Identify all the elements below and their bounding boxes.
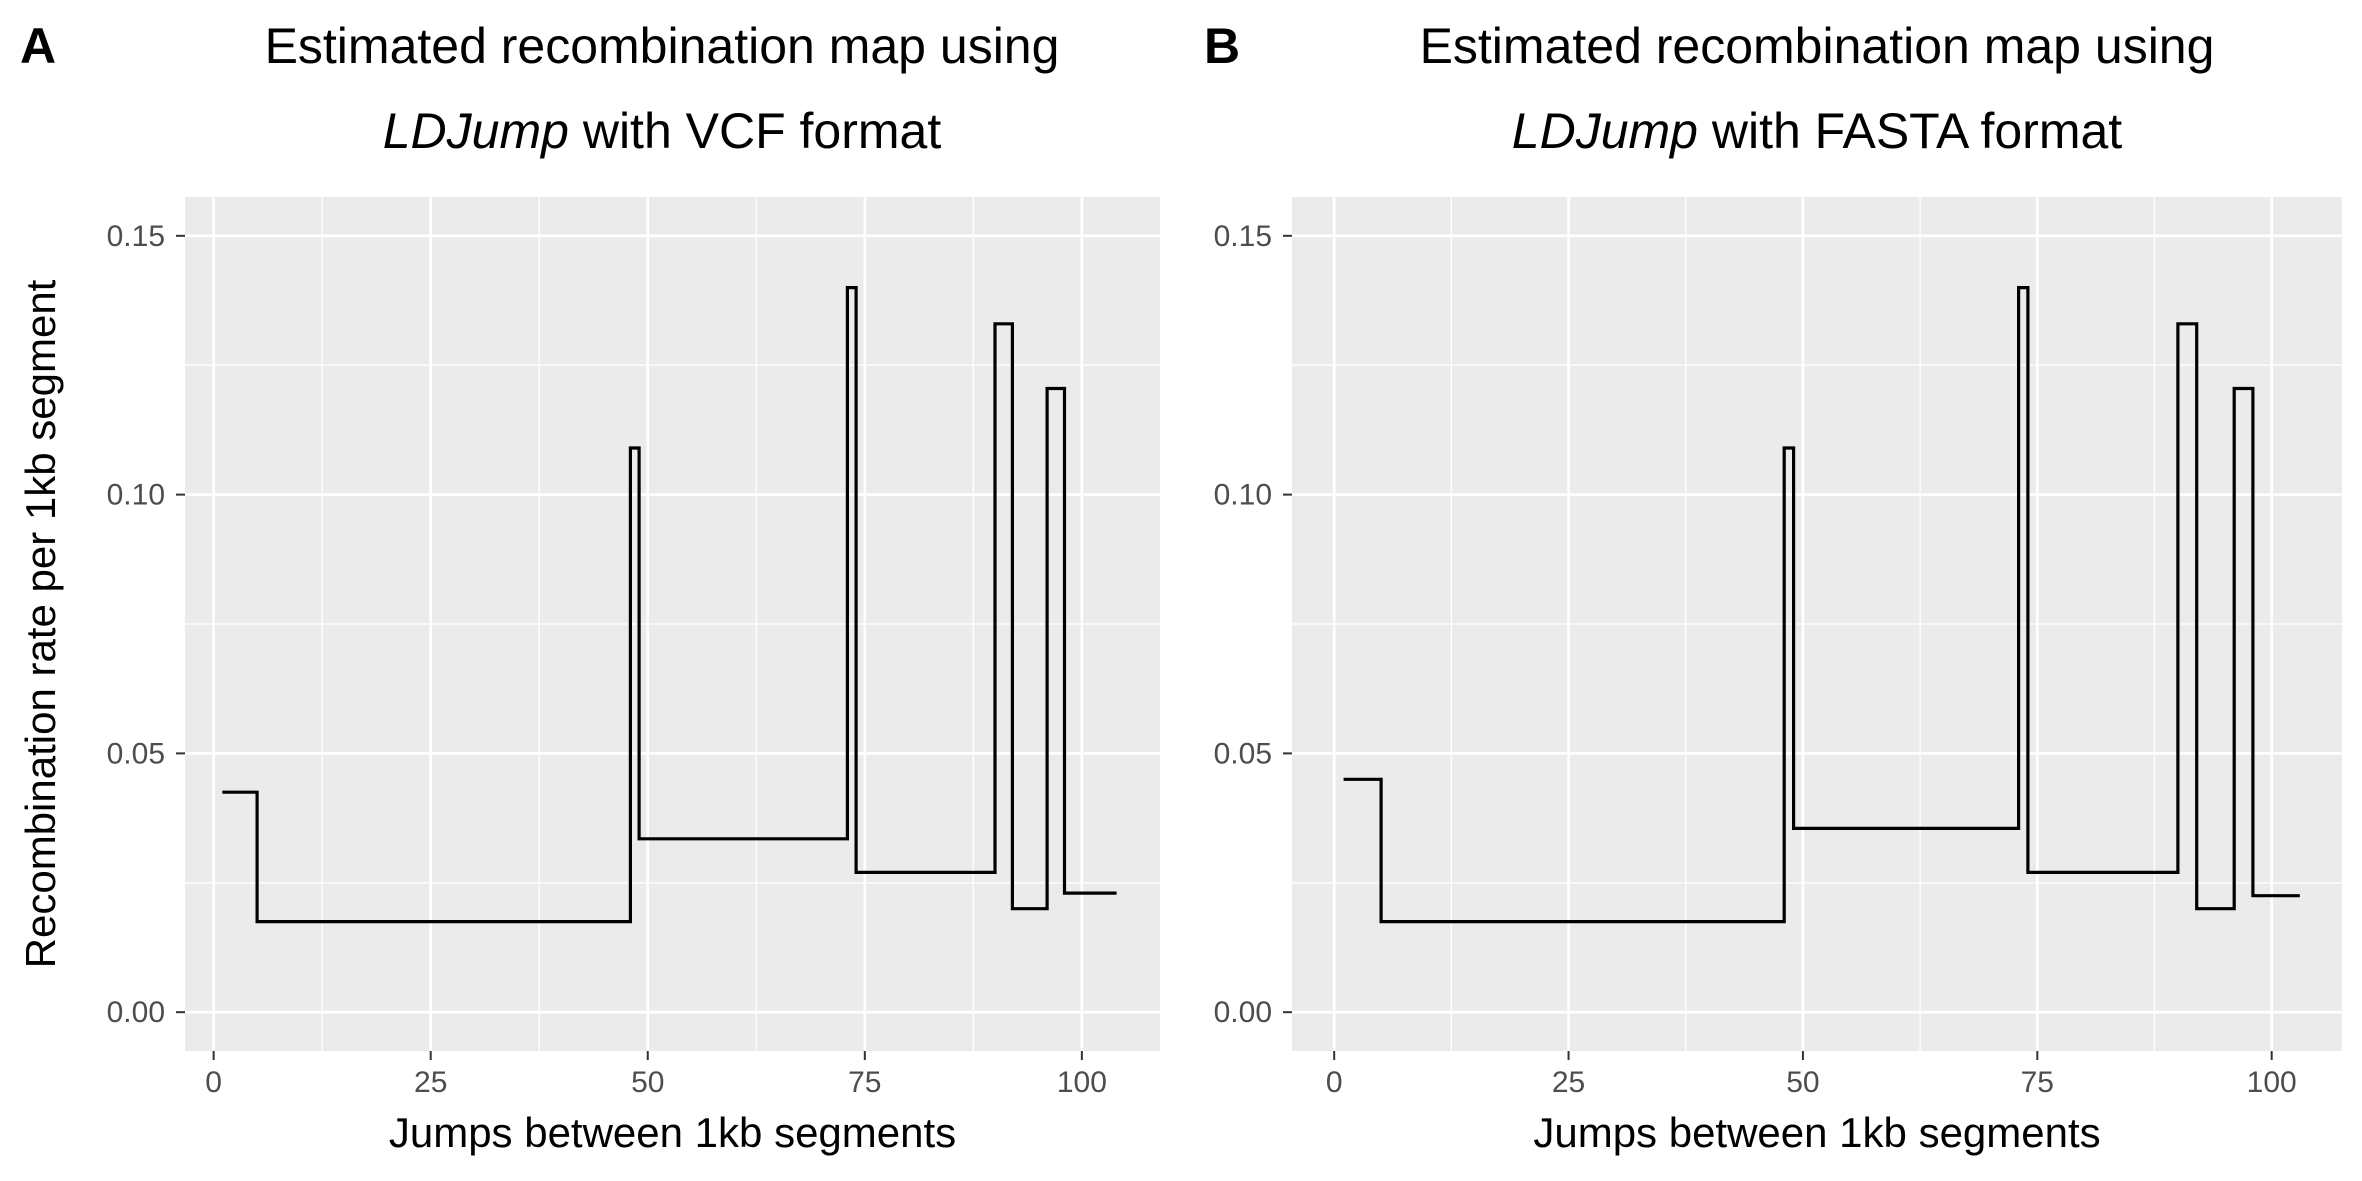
y-tick-label: 0.10 — [107, 479, 165, 512]
x-tick-label: 75 — [2021, 1066, 2054, 1099]
x-tick-label: 25 — [414, 1066, 447, 1099]
chart-title-line2: LDJump with FASTA format — [1512, 103, 2122, 159]
x-tick-label: 75 — [848, 1066, 881, 1099]
y-tick-label: 0.00 — [1214, 996, 1272, 1029]
panel-letter: B — [1204, 18, 1240, 74]
y-tick-label: 0.15 — [107, 220, 165, 253]
x-axis-label: Jumps between 1kb segments — [1533, 1109, 2100, 1156]
chart-title-line1: Estimated recombination map using — [1420, 18, 2215, 74]
x-tick-label: 0 — [205, 1066, 222, 1099]
chart-title-format: with FASTA format — [1698, 103, 2122, 159]
x-tick-label: 100 — [1057, 1066, 1107, 1099]
x-tick-label: 0 — [1326, 1066, 1343, 1099]
x-tick-label: 50 — [631, 1066, 664, 1099]
y-tick-label: 0.05 — [1214, 737, 1272, 770]
chart-title-format: with VCF format — [569, 103, 941, 159]
recombination-step-line — [1343, 286, 2300, 924]
chart-title-line1: Estimated recombination map using — [265, 18, 1060, 74]
chart-title-line2: LDJump with VCF format — [383, 103, 942, 159]
chart-panel-b: 0 25 50 75 100 0.00 0.05 0.10 0.15 B Estimated rec… — [1204, 18, 2342, 1156]
chart-panel-a: 0 25 50 75 100 0.00 0.05 0.10 0.15 A Estimated rec… — [17, 18, 1160, 1156]
panel-letter: A — [20, 18, 56, 74]
y-tick-label: 0.10 — [1214, 479, 1272, 512]
x-tick-label: 25 — [1552, 1066, 1585, 1099]
x-tick-label: 50 — [1786, 1066, 1819, 1099]
y-tick-label: 0.00 — [107, 996, 165, 1029]
y-tick-label: 0.15 — [1214, 220, 1272, 253]
recombination-step-line — [222, 286, 1117, 924]
chart-title-software: LDJump — [383, 103, 569, 159]
chart-title-software: LDJump — [1512, 103, 1698, 159]
y-axis-label: Recombination rate per 1kb segment — [17, 279, 64, 968]
x-axis-label: Jumps between 1kb segments — [389, 1109, 956, 1156]
x-tick-label: 100 — [2247, 1066, 2297, 1099]
y-tick-label: 0.05 — [107, 737, 165, 770]
